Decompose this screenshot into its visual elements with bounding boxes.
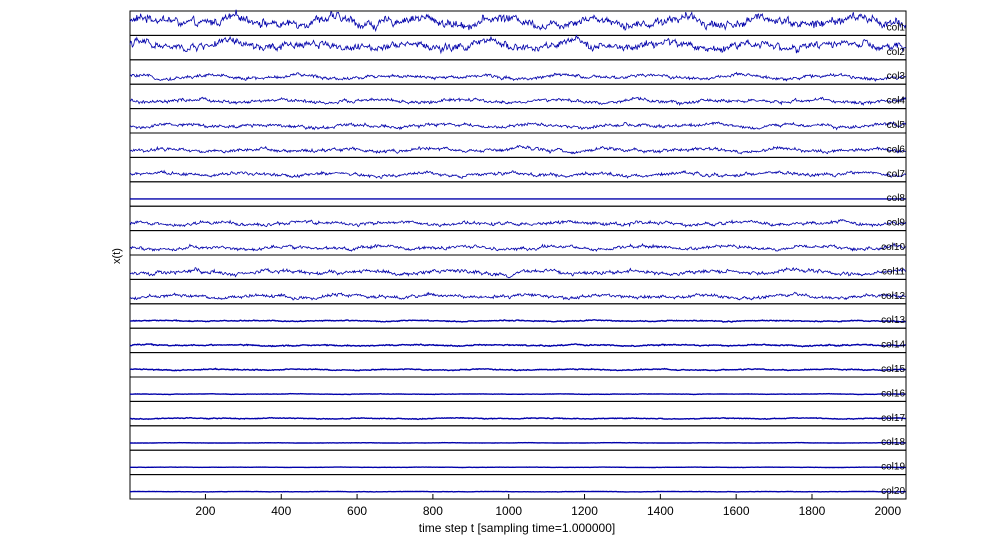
series-line-col20	[129, 490, 906, 493]
panel-frame	[129, 10, 907, 36]
panel-col12: col12	[129, 278, 907, 305]
panel-col2: col2	[129, 34, 907, 61]
series-line-col6	[129, 144, 906, 155]
series-label: col18	[881, 437, 905, 448]
x-tick-label: 1000	[495, 504, 522, 518]
panel-frame	[129, 327, 907, 354]
x-axis-label: time step t [sampling time=1.000000]	[419, 521, 615, 535]
series-line-col15	[129, 367, 906, 372]
x-tick-label: 1400	[647, 504, 674, 518]
panel-frame	[129, 474, 907, 500]
panel-col14: col14	[129, 327, 907, 354]
panel-stack: col1 col2 col3 col4 col5 col6 col7 col8 col9 col1…	[129, 9, 907, 500]
series-line-col4	[129, 96, 906, 107]
panel-frame	[129, 303, 907, 329]
panel-col16: col16	[129, 376, 907, 402]
series-label: col14	[881, 340, 905, 351]
series-label: col20	[881, 486, 905, 497]
x-tick-label: 800	[423, 504, 443, 518]
panel-col10: col10	[129, 230, 907, 256]
panel-frame	[129, 425, 907, 451]
series-line-col2	[129, 34, 906, 55]
series-line-col10	[129, 242, 906, 252]
y-axis-label: x(t)	[111, 248, 123, 264]
series-label: col4	[887, 96, 906, 107]
series-line-col18	[130, 441, 906, 444]
series-line-col16	[129, 392, 906, 396]
series-line-col9	[129, 219, 906, 228]
series-line-col13	[129, 319, 906, 323]
panel-frame	[129, 205, 907, 232]
series-line-col7	[129, 169, 906, 179]
panel-col18: col18	[129, 425, 907, 451]
series-label: col6	[887, 144, 906, 155]
panel-col20: col20	[129, 474, 907, 500]
panel-frame	[129, 108, 907, 134]
series-label: col17	[881, 413, 905, 424]
panel-frame	[129, 449, 907, 476]
series-label: col9	[887, 218, 906, 229]
x-tick-label: 1200	[571, 504, 598, 518]
x-tick-label: 600	[347, 504, 367, 518]
series-line-col11	[129, 267, 906, 279]
series-line-col17	[129, 416, 906, 421]
panel-col8: col8	[129, 181, 907, 207]
panel-frame	[129, 156, 907, 183]
panel-col15: col15	[129, 352, 907, 378]
panel-frame	[129, 59, 907, 85]
series-label: col15	[881, 364, 905, 375]
panel-col11: col11	[129, 254, 907, 280]
panel-col5: col5	[129, 108, 907, 134]
series-line-col12	[129, 291, 906, 301]
series-label: col7	[887, 169, 906, 180]
panel-frame	[129, 230, 907, 256]
panel-col9: col9	[129, 205, 907, 232]
x-tick-label: 200	[195, 504, 215, 518]
panel-col6: col6	[129, 132, 907, 158]
panel-frame	[129, 83, 907, 110]
series-label: col2	[887, 47, 906, 58]
series-line-col5	[129, 120, 906, 131]
x-tick-label: 1600	[723, 504, 750, 518]
panel-col19: col19	[129, 449, 907, 476]
series-label: col16	[881, 388, 905, 399]
panel-frame	[129, 254, 907, 280]
panel-frame	[129, 400, 907, 427]
x-tick-label: 1800	[799, 504, 826, 518]
panel-col7: col7	[129, 156, 907, 183]
series-line-col1	[129, 9, 906, 33]
series-label: col12	[881, 291, 905, 302]
panel-col4: col4	[129, 83, 907, 110]
panel-frame	[129, 278, 907, 305]
x-axis-ticks: 200 400 600 800 1000 1200 1400 1600 1800 2000	[195, 494, 901, 518]
panel-frame	[129, 352, 907, 378]
panel-col13: col13	[129, 303, 907, 329]
series-line-col19	[130, 466, 906, 469]
series-label: col10	[881, 242, 905, 253]
series-label: col19	[881, 462, 905, 473]
x-tick-label: 400	[271, 504, 291, 518]
series-label: col3	[887, 71, 906, 82]
panel-frame	[129, 376, 907, 402]
series-label: col11	[882, 266, 906, 277]
panel-col17: col17	[129, 400, 907, 427]
series-label: col5	[887, 120, 906, 131]
series-label: col13	[881, 315, 905, 326]
series-line-col3	[129, 71, 906, 82]
series-label: col8	[887, 193, 906, 204]
panel-frame	[129, 132, 907, 158]
series-label: col1	[887, 22, 906, 33]
panel-col3: col3	[129, 59, 907, 85]
panel-frame	[129, 181, 907, 207]
series-line-col14	[129, 342, 906, 348]
x-tick-label: 2000	[874, 504, 901, 518]
panel-col1: col1	[129, 9, 907, 36]
